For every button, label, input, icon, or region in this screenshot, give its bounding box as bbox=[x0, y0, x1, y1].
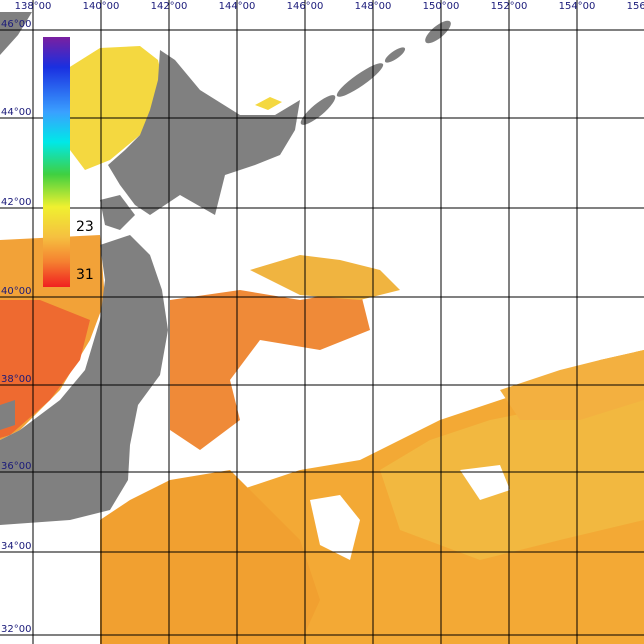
longitude-label: 156°00 bbox=[627, 1, 644, 12]
latitude-label: 32°00 bbox=[1, 624, 31, 635]
latitude-label: 40°00 bbox=[1, 286, 31, 297]
longitude-label: 140°00 bbox=[83, 1, 120, 12]
longitude-label: 138°00 bbox=[15, 1, 52, 12]
longitude-label: 152°00 bbox=[491, 1, 528, 12]
land bbox=[0, 12, 451, 525]
latitude-label: 34°00 bbox=[1, 541, 31, 552]
latitude-label: 38°00 bbox=[1, 374, 31, 385]
longitude-label: 144°00 bbox=[219, 1, 256, 12]
latitude-label: 36°00 bbox=[1, 461, 31, 472]
colorbar bbox=[43, 37, 70, 287]
colorbar-label: 31 bbox=[76, 267, 94, 283]
longitude-label: 150°00 bbox=[423, 1, 460, 12]
latitude-label: 42°00 bbox=[1, 197, 31, 208]
sea-surface bbox=[0, 46, 644, 644]
latitude-label: 46°00 bbox=[1, 19, 31, 30]
longitude-label: 142°00 bbox=[151, 1, 188, 12]
longitude-label: 146°00 bbox=[287, 1, 324, 12]
longitude-label: 148°00 bbox=[355, 1, 392, 12]
longitude-label: 154°00 bbox=[559, 1, 596, 12]
colorbar-label: 23 bbox=[76, 219, 94, 235]
latitude-label: 44°00 bbox=[1, 107, 31, 118]
